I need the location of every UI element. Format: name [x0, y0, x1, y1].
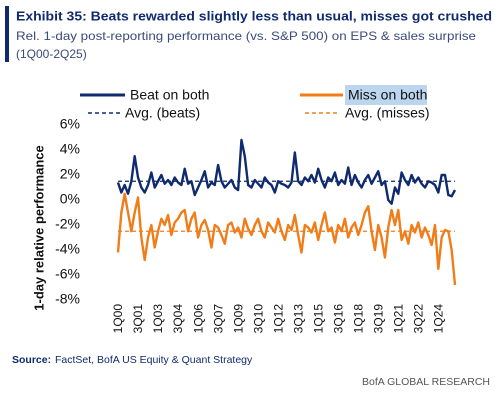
x-tick-label: 3Q10 [251, 304, 265, 334]
x-tick-label: 3Q13 [291, 304, 305, 334]
y-tick-label: 6% [60, 116, 80, 132]
x-tick-label: 3Q22 [411, 304, 425, 334]
x-tick-label: 1Q15 [311, 304, 325, 334]
x-tick-label: 3Q19 [371, 304, 385, 334]
x-tick-label: 3Q16 [331, 304, 345, 334]
legend-label: Avg. (beats) [125, 105, 200, 121]
subtitle: (1Q00-2Q25) [16, 47, 87, 61]
legend-highlight [345, 85, 427, 105]
series-line [116, 138, 457, 205]
y-tick-label: -4% [55, 241, 80, 257]
y-tick-label: 2% [60, 166, 80, 182]
legend-label: Beat on both [130, 87, 209, 103]
y-tick-label: 4% [60, 141, 80, 157]
x-tick-label: 1Q21 [391, 304, 405, 334]
x-tick-label: 3Q01 [131, 304, 145, 334]
x-tick-label: 1Q00 [111, 304, 125, 334]
x-tick-label: 3Q07 [211, 304, 225, 334]
series-line [116, 192, 457, 286]
y-tick-label: -6% [55, 266, 80, 282]
y-tick-label: -8% [55, 291, 80, 307]
legend-label: Miss on both [348, 87, 427, 103]
x-tick-label: 1Q09 [231, 304, 245, 334]
source: FactSet, BofA US Equity & Quant Strategy [55, 354, 253, 366]
x-tick-label: 1Q06 [191, 304, 205, 334]
x-tick-label: 1Q03 [151, 304, 165, 334]
title-bar [5, 6, 9, 62]
y-tick-label: -2% [55, 216, 80, 232]
legend-label: Avg. (misses) [345, 105, 430, 121]
chart-title: Exhibit 35: Beats rewarded slightly less… [16, 8, 492, 23]
x-tick-label: 1Q24 [431, 304, 445, 334]
source-label: Source: [12, 354, 51, 366]
y-tick-label: 0% [60, 191, 80, 207]
x-tick-label: 1Q12 [271, 304, 285, 334]
x-tick-label: 1Q18 [351, 304, 365, 334]
subtitle: Rel. 1-day post-reporting performance (v… [16, 29, 476, 43]
footer: BofA GLOBAL RESEARCH [362, 376, 490, 388]
y-axis-label: 1-day relative performance [31, 145, 46, 310]
x-tick-label: 3Q04 [171, 304, 185, 334]
